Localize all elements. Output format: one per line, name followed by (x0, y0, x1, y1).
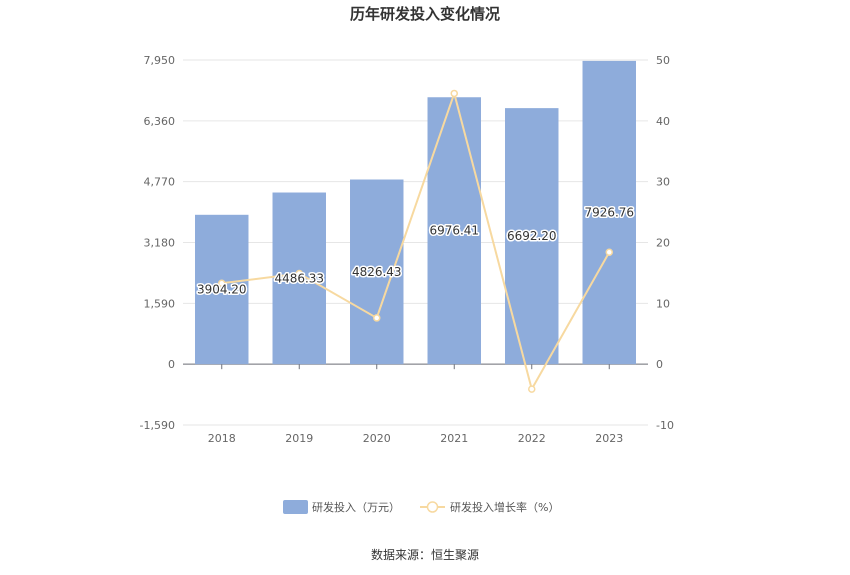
left-y-axis: -1,590 0 1,590 3,180 4,770 6,360 7,950 (140, 54, 175, 432)
bar-value-label: 6976.41 (429, 224, 479, 238)
bar-value-label: 3904.20 (197, 282, 247, 296)
legend-bar-label: 研发投入（万元） (312, 500, 400, 514)
legend-bar-swatch (283, 500, 308, 514)
right-tick-label: 30 (656, 176, 670, 189)
x-tick-label: 2019 (285, 432, 313, 445)
x-tick-label: 2023 (595, 432, 623, 445)
left-tick-label: 4,770 (144, 176, 176, 189)
bar-value-label: 6692.20 (507, 229, 557, 243)
growth-point[interactable] (528, 385, 536, 393)
bar-series (195, 60, 636, 365)
bar[interactable] (427, 97, 481, 365)
left-tick-label: 7,950 (144, 54, 176, 67)
bar[interactable] (272, 192, 326, 365)
legend[interactable]: 研发投入（万元） 研发投入增长率（%） (283, 500, 559, 514)
growth-point[interactable] (295, 269, 303, 278)
bar-value-label: 4826.43 (352, 265, 402, 279)
left-tick-label: 0 (168, 358, 175, 371)
source-note: 数据来源：恒生聚源 (371, 547, 479, 562)
right-tick-label: 40 (656, 115, 670, 128)
right-tick-label: 0 (656, 358, 663, 371)
bar-value-label: 4486.33 (274, 271, 324, 285)
right-y-axis: -10 0 10 20 30 40 50 (656, 54, 674, 432)
x-axis: 2018 2019 2020 2021 2022 2023 (183, 363, 648, 445)
bar[interactable] (582, 60, 636, 365)
growth-point[interactable] (450, 89, 458, 98)
left-tick-label: 1,590 (144, 297, 176, 310)
x-tick-label: 2018 (208, 432, 236, 445)
right-tick-label: 50 (656, 54, 670, 67)
chart-title: 历年研发投入变化情况 (350, 5, 500, 23)
left-tick-label: -1,590 (140, 419, 175, 432)
right-tick-label: -10 (656, 419, 674, 432)
bar[interactable] (350, 179, 404, 365)
x-tick-label: 2021 (440, 432, 468, 445)
left-tick-label: 6,360 (144, 115, 176, 128)
legend-line-label: 研发投入增长率（%） (450, 500, 559, 514)
left-tick-label: 3,180 (144, 237, 176, 250)
data-labels: 3904.20 4486.33 4826.43 6976.41 6692.20 7926.… (195, 204, 635, 298)
growth-line-series (218, 89, 613, 393)
x-tick-label: 2020 (363, 432, 391, 445)
bar-value-label: 7926.76 (584, 206, 634, 220)
growth-point[interactable] (218, 279, 226, 288)
bar[interactable] (195, 214, 249, 365)
grid (183, 59, 648, 426)
right-tick-label: 20 (656, 237, 670, 250)
growth-line (221, 90, 611, 392)
growth-point[interactable] (373, 314, 381, 322)
growth-point[interactable] (605, 248, 613, 256)
right-tick-label: 10 (656, 297, 670, 310)
x-tick-label: 2022 (518, 432, 546, 445)
legend-line-marker (426, 501, 439, 513)
